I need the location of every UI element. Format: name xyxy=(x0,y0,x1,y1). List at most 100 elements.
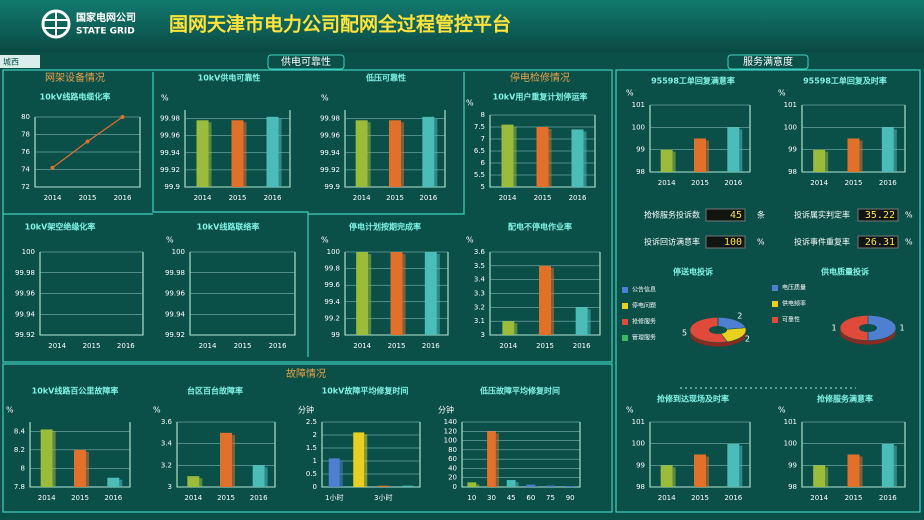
bar xyxy=(501,124,514,187)
bar-side xyxy=(243,122,247,187)
bar-side xyxy=(402,254,406,335)
y-tick-label: 0 xyxy=(453,483,457,491)
bar xyxy=(727,443,740,487)
logo-cn: 国家电网公司 xyxy=(76,11,136,24)
kpi-box xyxy=(705,208,746,222)
x-tick-label: 2014 xyxy=(184,494,202,502)
x-tick-label: 2015 xyxy=(845,179,863,187)
section-tab xyxy=(267,54,345,70)
logo-en: STATE GRID xyxy=(76,27,135,37)
y-tick-label: 6.5 xyxy=(474,147,485,155)
y-tick-label: 20 xyxy=(448,474,457,482)
x-tick-label: 3小时 xyxy=(374,493,392,502)
unit-label: % xyxy=(321,236,329,245)
bar-side xyxy=(401,122,404,187)
x-tick-label: 2014 xyxy=(194,194,212,202)
y-tick-label: 99.94 xyxy=(15,310,36,318)
y-tick-label: 76 xyxy=(21,148,30,156)
point xyxy=(120,115,125,119)
y-tick-label: 74 xyxy=(21,166,30,174)
y-tick-label: 7 xyxy=(481,135,485,143)
y-tick-label: 3.6 xyxy=(161,418,173,426)
bar xyxy=(506,480,516,487)
x-tick-label: 2015 xyxy=(534,194,552,202)
tab-label[interactable]: 城西 xyxy=(3,58,19,67)
section-tab xyxy=(727,54,809,70)
x-tick-label: 2014 xyxy=(499,342,517,350)
bar xyxy=(881,443,894,487)
pie-hole xyxy=(709,326,727,334)
legend-label: 停电问题 xyxy=(632,302,656,310)
bar-side xyxy=(476,484,480,487)
bar-side xyxy=(119,479,123,487)
bar-side xyxy=(339,460,343,487)
y-tick-label: 98 xyxy=(788,483,797,491)
chart-title: 低压故障平均修复时间 xyxy=(479,386,560,396)
y-tick-label: 99.96 xyxy=(320,132,341,140)
bar xyxy=(502,321,515,335)
x-tick-label: 2015 xyxy=(79,194,97,202)
tab[interactable] xyxy=(0,55,40,68)
x-tick-label: 2016 xyxy=(724,179,742,187)
unit-label: % xyxy=(778,406,786,415)
y-tick-label: 8 xyxy=(21,464,25,472)
bar xyxy=(727,127,740,172)
bar xyxy=(328,458,340,487)
bar xyxy=(353,432,365,487)
bar xyxy=(847,138,860,172)
chart-title: 台区百台故障率 xyxy=(187,386,243,396)
x-tick-label: 2015 xyxy=(386,194,404,202)
y-tick-label: 99.96 xyxy=(15,290,36,298)
x-tick-label: 2015 xyxy=(217,494,235,502)
y-tick-label: 3.6 xyxy=(474,248,486,256)
y-tick-label: 99 xyxy=(331,331,340,339)
x-tick-label: 75 xyxy=(546,494,555,502)
unit-label: % xyxy=(166,236,174,245)
x-tick-label: 1小时 xyxy=(325,493,343,502)
panel-upper xyxy=(2,69,613,363)
header-bar xyxy=(0,0,924,52)
y-tick-label: 3.4 xyxy=(474,276,486,284)
kpi-label: 投诉属实判定率 xyxy=(794,210,850,220)
y-tick-label: 3 xyxy=(481,331,485,339)
x-tick-label: 2016 xyxy=(104,494,122,502)
bar-side xyxy=(264,467,268,487)
panel-service xyxy=(615,69,921,513)
y-tick-label: 99.2 xyxy=(324,314,340,322)
chart-title: 10kV线路联络率 xyxy=(197,222,260,232)
chart-title: 停电计划按期完成率 xyxy=(349,222,421,232)
pie-slice xyxy=(867,315,897,341)
bar xyxy=(220,432,232,487)
y-tick-label: 0.5 xyxy=(306,470,317,478)
y-tick-label: 60 xyxy=(448,455,457,463)
unit-label: % xyxy=(626,406,634,415)
chart-title: 10kV架空绝缘化率 xyxy=(25,222,96,232)
bar xyxy=(74,449,86,487)
bar-side xyxy=(52,431,56,487)
unit-label: % xyxy=(778,89,786,98)
legend-label: 管理服务 xyxy=(632,334,656,342)
bar xyxy=(813,465,826,487)
legend-swatch xyxy=(622,303,628,309)
x-tick-label: 2014 xyxy=(810,179,828,187)
chart-title: 95598工单回复满意率 xyxy=(651,76,735,86)
y-tick-label: 98 xyxy=(788,168,797,176)
section-title: 服务满意度 xyxy=(743,55,793,68)
bar-side xyxy=(672,467,676,487)
bar xyxy=(536,127,549,187)
bar-side xyxy=(434,118,438,187)
y-tick-label: 7.8 xyxy=(14,483,25,491)
y-tick-label: 100 xyxy=(784,123,797,131)
legend-swatch xyxy=(772,301,778,307)
unit-label: 分钟 xyxy=(438,405,454,415)
bar-side xyxy=(367,122,371,187)
y-tick-label: 7.5 xyxy=(474,123,485,131)
bar-side xyxy=(739,129,743,172)
dividers xyxy=(3,72,465,357)
x-tick-label: 2014 xyxy=(199,342,217,350)
point xyxy=(50,165,55,170)
bar-side xyxy=(893,445,897,487)
bar-side xyxy=(706,456,709,487)
bar xyxy=(266,116,279,187)
